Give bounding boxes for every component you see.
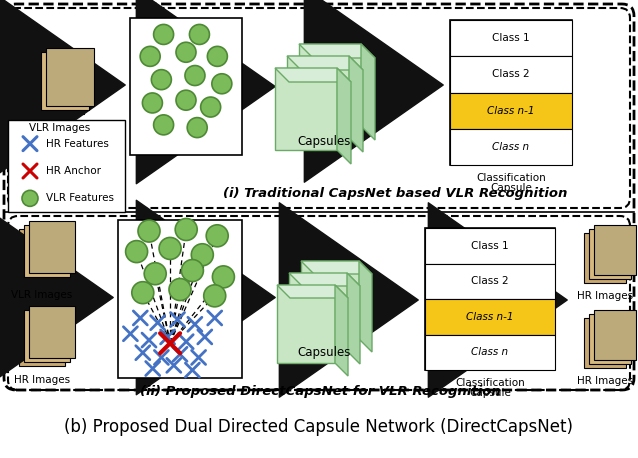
Circle shape	[200, 97, 221, 117]
Bar	[289, 273, 347, 351]
Circle shape	[176, 42, 196, 62]
Text: Class 2: Class 2	[471, 276, 509, 286]
Polygon shape	[337, 68, 351, 164]
Polygon shape	[347, 273, 360, 364]
Bar	[594, 225, 636, 275]
Circle shape	[159, 237, 181, 259]
Bar	[584, 233, 626, 283]
Circle shape	[185, 65, 205, 86]
Polygon shape	[275, 68, 351, 82]
Text: Class n-1: Class n-1	[466, 312, 514, 322]
Circle shape	[126, 240, 147, 262]
Text: (b) Proposed Dual Directed Capsule Network (DirectCapsNet): (b) Proposed Dual Directed Capsule Netwo…	[64, 418, 574, 436]
Circle shape	[189, 24, 209, 44]
Circle shape	[212, 266, 234, 288]
Text: Class 1: Class 1	[492, 33, 530, 43]
Circle shape	[132, 282, 154, 304]
Text: Class n: Class n	[471, 347, 508, 357]
Circle shape	[169, 278, 191, 300]
Bar	[29, 221, 75, 273]
Bar	[24, 225, 70, 277]
Circle shape	[151, 70, 172, 90]
Bar	[19, 314, 65, 366]
Text: VLR Features: VLR Features	[46, 193, 114, 203]
Bar	[594, 310, 636, 360]
Circle shape	[206, 225, 228, 247]
Circle shape	[144, 263, 167, 285]
Bar	[425, 228, 555, 370]
Bar	[450, 129, 572, 165]
Bar	[36, 56, 84, 114]
Circle shape	[212, 74, 232, 94]
Polygon shape	[349, 56, 363, 152]
Bar	[450, 20, 572, 165]
Bar	[19, 229, 65, 281]
Text: Capsules: Capsules	[297, 346, 351, 359]
Text: HR Anchor: HR Anchor	[46, 166, 101, 176]
Bar	[301, 261, 359, 339]
Bar	[589, 314, 631, 364]
Bar	[8, 120, 125, 212]
Bar	[299, 44, 361, 126]
Bar	[29, 306, 75, 358]
Polygon shape	[361, 44, 375, 140]
Text: Class n-1: Class n-1	[487, 106, 535, 115]
Text: HR Features: HR Features	[46, 139, 109, 149]
Circle shape	[176, 90, 196, 110]
Circle shape	[138, 220, 160, 242]
Circle shape	[142, 93, 163, 113]
Bar	[584, 318, 626, 368]
Bar	[450, 20, 572, 56]
Polygon shape	[301, 261, 372, 274]
Circle shape	[207, 46, 227, 66]
Circle shape	[204, 285, 226, 307]
Polygon shape	[359, 261, 372, 352]
Text: HR Images: HR Images	[14, 375, 70, 385]
Circle shape	[154, 24, 174, 44]
Circle shape	[191, 244, 213, 266]
Text: HR Images: HR Images	[577, 291, 633, 301]
Bar	[589, 229, 631, 279]
Polygon shape	[299, 44, 375, 58]
Circle shape	[22, 191, 38, 207]
Text: Capsule: Capsule	[469, 388, 511, 398]
Bar	[425, 263, 555, 299]
Bar	[425, 299, 555, 334]
Bar	[450, 93, 572, 129]
Circle shape	[154, 115, 174, 135]
Bar	[275, 68, 337, 150]
Polygon shape	[335, 285, 348, 376]
Circle shape	[187, 118, 207, 137]
Bar	[24, 310, 70, 362]
Bar	[46, 48, 94, 106]
Circle shape	[175, 218, 197, 240]
Text: Classification: Classification	[476, 173, 546, 183]
Polygon shape	[287, 56, 363, 70]
Bar	[130, 18, 242, 155]
Text: VLR Images: VLR Images	[29, 123, 91, 133]
Text: Class n: Class n	[493, 142, 530, 152]
Bar	[450, 56, 572, 93]
Polygon shape	[289, 273, 360, 286]
Text: (ii) Proposed DirectCapsNet for VLR Recognition: (ii) Proposed DirectCapsNet for VLR Reco…	[140, 386, 500, 398]
Bar	[425, 334, 555, 370]
Bar	[41, 52, 89, 110]
Text: Class 1: Class 1	[471, 241, 509, 251]
Text: Capsule: Capsule	[490, 183, 532, 193]
Text: Class 2: Class 2	[492, 69, 530, 79]
Circle shape	[181, 260, 204, 282]
Text: Capsules: Capsules	[297, 135, 351, 148]
Text: VLR Images: VLR Images	[11, 290, 73, 300]
Circle shape	[140, 46, 160, 66]
Text: (i) Traditional CapsNet based VLR Recognition: (i) Traditional CapsNet based VLR Recogn…	[223, 187, 567, 201]
Polygon shape	[277, 285, 348, 298]
Text: HR Images: HR Images	[577, 376, 633, 386]
Bar	[118, 220, 242, 378]
Bar	[277, 285, 335, 363]
Text: Classification: Classification	[455, 378, 525, 388]
Bar	[425, 228, 555, 263]
Bar	[287, 56, 349, 138]
